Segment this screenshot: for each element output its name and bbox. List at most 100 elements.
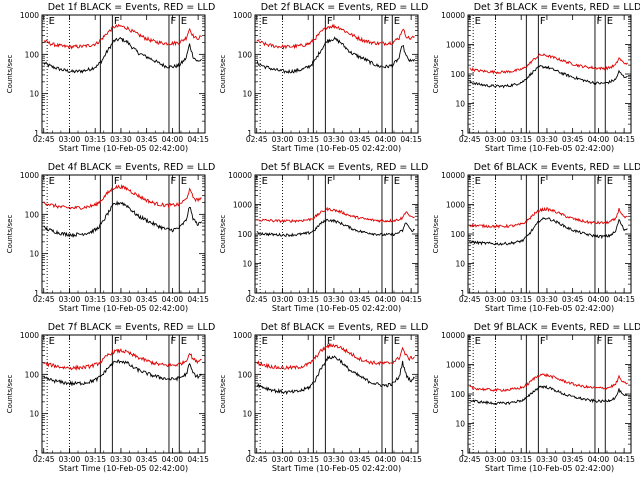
series-lld-line [469, 53, 628, 75]
x-tick-label: 03:45 [136, 135, 158, 144]
x-tick-label: 04:15 [187, 135, 209, 144]
x-tick-label: 04:00 [162, 135, 184, 144]
series-lld-line [256, 342, 415, 371]
x-tick-label: 03:30 [536, 135, 558, 144]
x-axis-label: Start Time (10-Feb-05 02:42:00) [59, 144, 188, 153]
series-events-line [469, 217, 628, 246]
x-tick-label: 03:15 [510, 455, 532, 464]
y-tick-label: 1 [34, 289, 39, 298]
panel-title: Det 5f BLACK = Events, RED = LLD [261, 162, 429, 173]
plot-frame [41, 334, 206, 454]
y-axis-label: Counts/sec [6, 215, 14, 254]
detector-panel-5: Det 5f BLACK = Events, RED = LLD 1 10 100 10… [219, 162, 428, 313]
x-tick-label: 02:45 [33, 135, 55, 144]
plot-frame [467, 14, 632, 134]
x-axis-label: Start Time (10-Feb-05 02:42:00) [272, 304, 401, 313]
y-tick-label: 1 [247, 129, 252, 138]
panel-title: Det 2f BLACK = Events, RED = LLD [261, 2, 429, 13]
x-tick-label: 04:00 [162, 455, 184, 464]
y-tick-label: 10 [242, 410, 252, 419]
x-axis-label: Start Time (10-Feb-05 02:42:00) [272, 464, 401, 473]
state-marker-label: E [607, 16, 613, 27]
state-marker-label: F [327, 336, 333, 347]
y-tick-label: 1000 [233, 11, 252, 20]
panel-title: Det 4f BLACK = Events, RED = LLD [48, 162, 216, 173]
state-marker-label: F [596, 16, 602, 27]
y-tick-label: 1000 [446, 361, 465, 370]
state-marker-label: F [170, 176, 176, 187]
x-tick-label: 04:00 [375, 135, 397, 144]
state-marker-label: F [540, 336, 546, 347]
x-tick-label: 04:15 [613, 455, 635, 464]
x-tick-label: 04:00 [375, 295, 397, 304]
y-tick-label: 100 [451, 70, 466, 79]
state-marker-label: F [383, 176, 389, 187]
x-tick-label: 03:30 [323, 295, 345, 304]
y-tick-label: 1 [247, 289, 252, 298]
state-marker-label: F [170, 16, 176, 27]
detector-panel-9: Det 9f BLACK = Events, RED = LLD 1 10 100 10… [432, 322, 640, 473]
x-tick-label: 03:30 [110, 135, 132, 144]
state-marker-label: F [327, 176, 333, 187]
x-axis-label: Start Time (10-Feb-05 02:42:00) [485, 464, 614, 473]
series-events-line [43, 200, 202, 238]
y-axis-label: Counts/sec [6, 55, 14, 94]
detector-panel-2: Det 2f BLACK = Events, RED = LLD 1 10 100 10… [219, 2, 428, 153]
x-tick-label: 03:45 [349, 455, 371, 464]
plot-frame [467, 174, 632, 294]
state-marker-label: E [394, 336, 400, 347]
x-tick-label: 03:30 [110, 455, 132, 464]
y-axis-label: Counts/sec [6, 375, 14, 414]
series-lld-line [469, 373, 628, 392]
x-tick-label: 03:15 [84, 135, 106, 144]
x-tick-label: 03:00 [272, 455, 294, 464]
series-lld-line [256, 23, 415, 50]
y-tick-label: 1000 [20, 171, 39, 180]
series-events-line [469, 64, 628, 89]
x-tick-label: 03:00 [485, 295, 507, 304]
x-axis-label: Start Time (10-Feb-05 02:42:00) [485, 304, 614, 313]
x-axis-label: Start Time (10-Feb-05 02:42:00) [59, 304, 188, 313]
x-tick-label: 04:15 [613, 135, 635, 144]
x-tick-label: 04:00 [588, 455, 610, 464]
y-tick-label: 1 [460, 129, 465, 138]
state-marker-label: E [394, 16, 400, 27]
state-marker-label: E [475, 336, 481, 347]
series-events-line [43, 36, 202, 74]
x-tick-label: 04:15 [187, 455, 209, 464]
series-events-line [256, 36, 415, 75]
series-lld-line [43, 23, 202, 50]
y-tick-label: 10000 [441, 331, 465, 340]
x-tick-label: 03:30 [323, 135, 345, 144]
panel-title: Det 7f BLACK = Events, RED = LLD [48, 322, 216, 333]
y-tick-label: 10 [242, 90, 252, 99]
plot-frame [254, 334, 419, 454]
plot-frame [41, 174, 206, 294]
series-lld-line [469, 206, 628, 229]
state-marker-label: F [540, 16, 546, 27]
state-marker-label: E [181, 336, 187, 347]
x-tick-label: 03:45 [562, 455, 584, 464]
y-tick-label: 100 [25, 210, 40, 219]
detector-panel-7: Det 7f BLACK = Events, RED = LLD 1 10 100 10… [6, 322, 215, 473]
y-axis-label: Counts/sec [219, 215, 227, 254]
state-marker-label: F [383, 336, 389, 347]
state-marker-label: E [262, 176, 268, 187]
x-axis-label: Start Time (10-Feb-05 02:42:00) [485, 144, 614, 153]
series-events-line [256, 218, 415, 238]
y-tick-label: 10 [29, 90, 39, 99]
x-tick-label: 02:45 [246, 455, 268, 464]
x-tick-label: 04:15 [400, 135, 422, 144]
detector-panel-8: Det 8f BLACK = Events, RED = LLD 1 10 100 10… [219, 322, 428, 473]
x-tick-label: 03:45 [136, 295, 158, 304]
x-axis-label: Start Time (10-Feb-05 02:42:00) [272, 144, 401, 153]
plot-frame [41, 14, 206, 134]
y-tick-label: 100 [238, 50, 253, 59]
panel-title: Det 9f BLACK = Events, RED = LLD [474, 322, 640, 333]
x-tick-label: 03:45 [562, 135, 584, 144]
state-marker-label: E [475, 176, 481, 187]
y-tick-label: 10 [455, 260, 465, 269]
state-marker-label: F [170, 336, 176, 347]
detector-panel-6: Det 6f BLACK = Events, RED = LLD 1 10 100 10… [432, 162, 640, 313]
